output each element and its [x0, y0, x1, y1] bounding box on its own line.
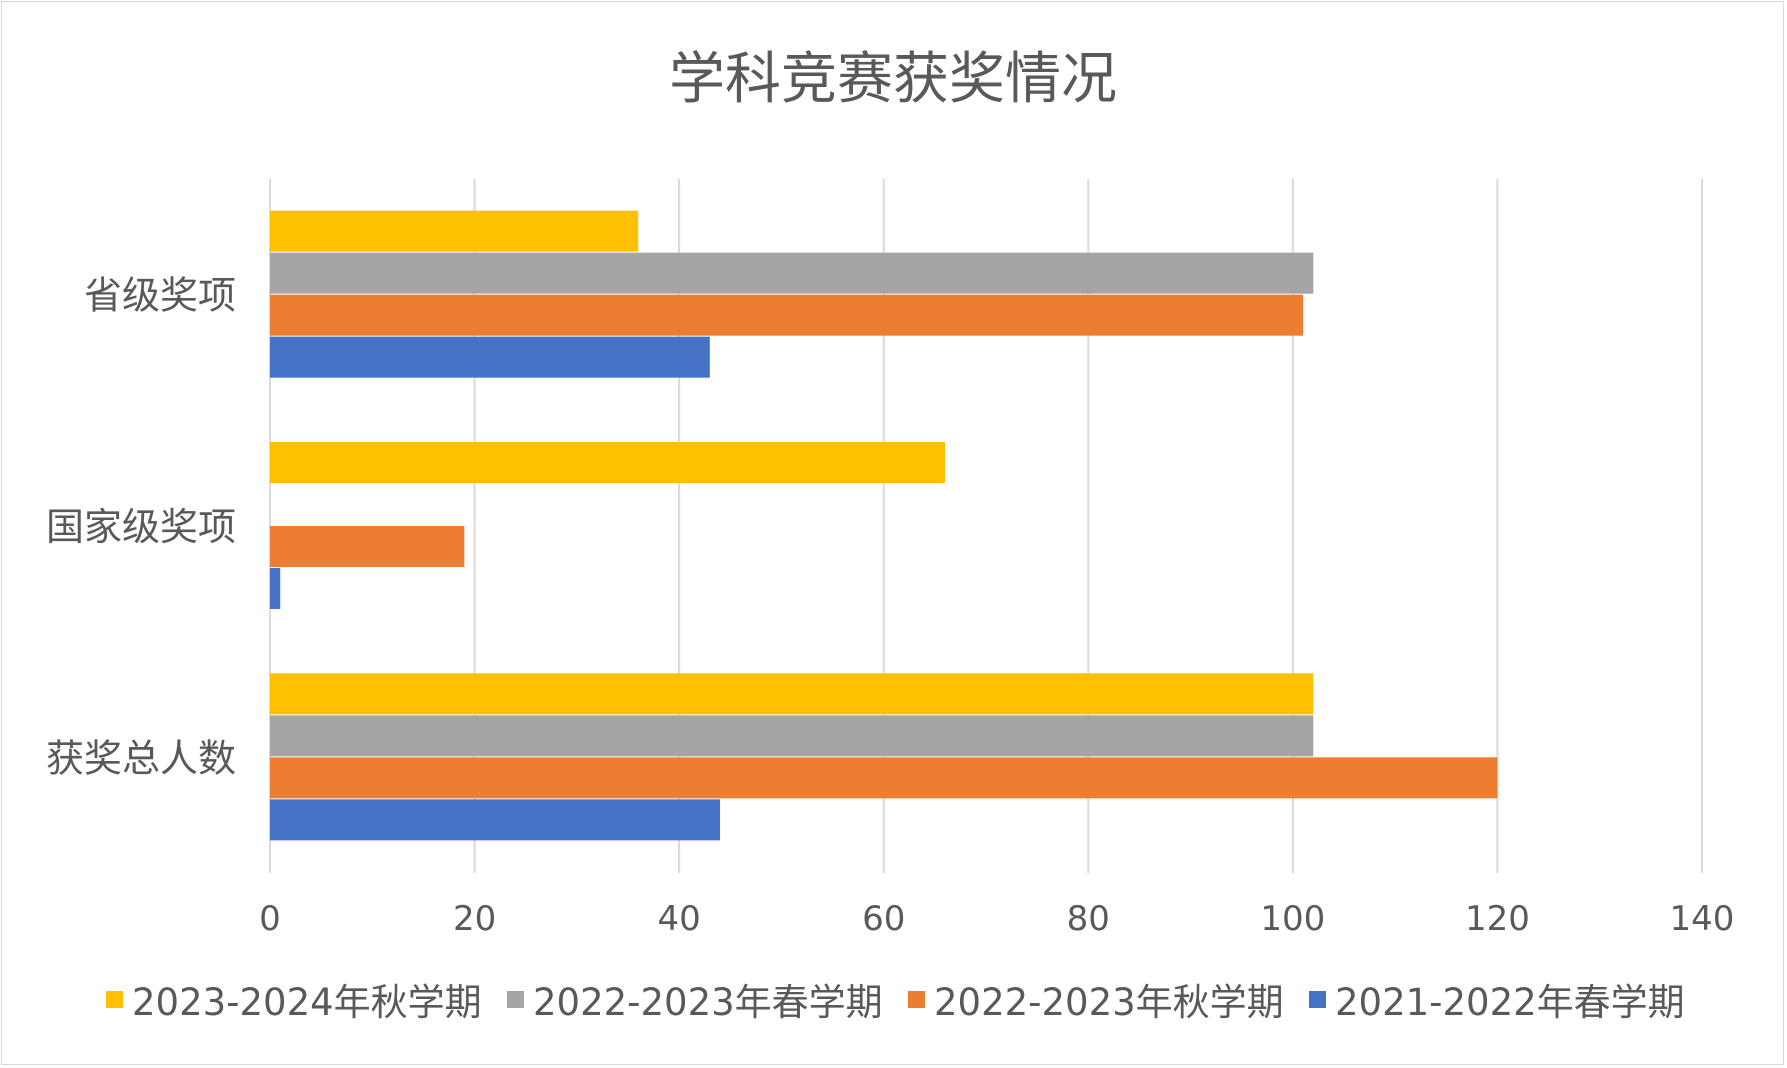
legend-label: 2023-2024年秋学期 — [132, 981, 482, 1024]
x-tick-label: 100 — [1260, 899, 1325, 939]
legend-item: 2021-2022年春学期 — [1309, 981, 1685, 1024]
category-label: 获奖总人数 — [46, 736, 236, 780]
legend-item: 2023-2024年秋学期 — [106, 981, 482, 1024]
category-label: 国家级奖项 — [46, 505, 236, 549]
x-tick-label: 140 — [1670, 899, 1735, 939]
legend-swatch — [1309, 991, 1326, 1008]
legend-item: 2022-2023年春学期 — [507, 981, 883, 1024]
category-label: 省级奖项 — [84, 274, 236, 318]
legend-swatch — [106, 991, 123, 1008]
bar — [270, 442, 946, 483]
bar — [270, 336, 710, 378]
bar — [270, 294, 1304, 336]
bar — [270, 252, 1314, 294]
bar — [270, 210, 639, 252]
legend-swatch — [507, 991, 524, 1008]
legend-label: 2022-2023年秋学期 — [934, 981, 1284, 1024]
bar — [270, 799, 721, 841]
legend: 2023-2024年秋学期 2022-2023年春学期 2022-2023年秋学期 2… — [106, 981, 1685, 1024]
x-tick-label: 20 — [453, 899, 496, 939]
bar — [270, 715, 1314, 757]
x-tick-label: 40 — [658, 899, 701, 939]
bar — [270, 757, 1498, 799]
legend-item: 2022-2023年秋学期 — [908, 981, 1284, 1024]
chart-title: 学科竞赛获奖情况 — [669, 47, 1117, 112]
x-tick-label: 60 — [862, 899, 905, 939]
x-tick-label: 80 — [1067, 899, 1110, 939]
x-tick-label: 0 — [259, 899, 281, 939]
x-tick-label: 120 — [1465, 899, 1530, 939]
bar — [270, 568, 281, 609]
bars — [270, 210, 1498, 841]
bar — [270, 526, 465, 567]
legend-swatch — [908, 991, 925, 1008]
legend-label: 2022-2023年春学期 — [533, 981, 883, 1024]
legend-label: 2021-2022年春学期 — [1335, 981, 1685, 1024]
bar — [270, 673, 1314, 715]
x-tick-labels: 0 20 40 60 80 100 120 140 — [259, 899, 1734, 939]
